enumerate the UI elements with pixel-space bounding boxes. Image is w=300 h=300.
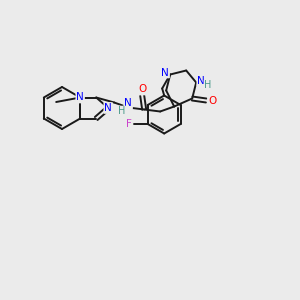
- Text: N: N: [76, 92, 84, 103]
- Text: H: H: [205, 80, 212, 91]
- Text: N: N: [104, 103, 112, 113]
- Text: N: N: [197, 76, 205, 85]
- Text: O: O: [208, 95, 216, 106]
- Text: F: F: [126, 119, 132, 129]
- Text: O: O: [138, 85, 146, 94]
- Text: N: N: [124, 98, 132, 109]
- Text: N: N: [161, 68, 169, 77]
- Text: H: H: [118, 106, 126, 116]
